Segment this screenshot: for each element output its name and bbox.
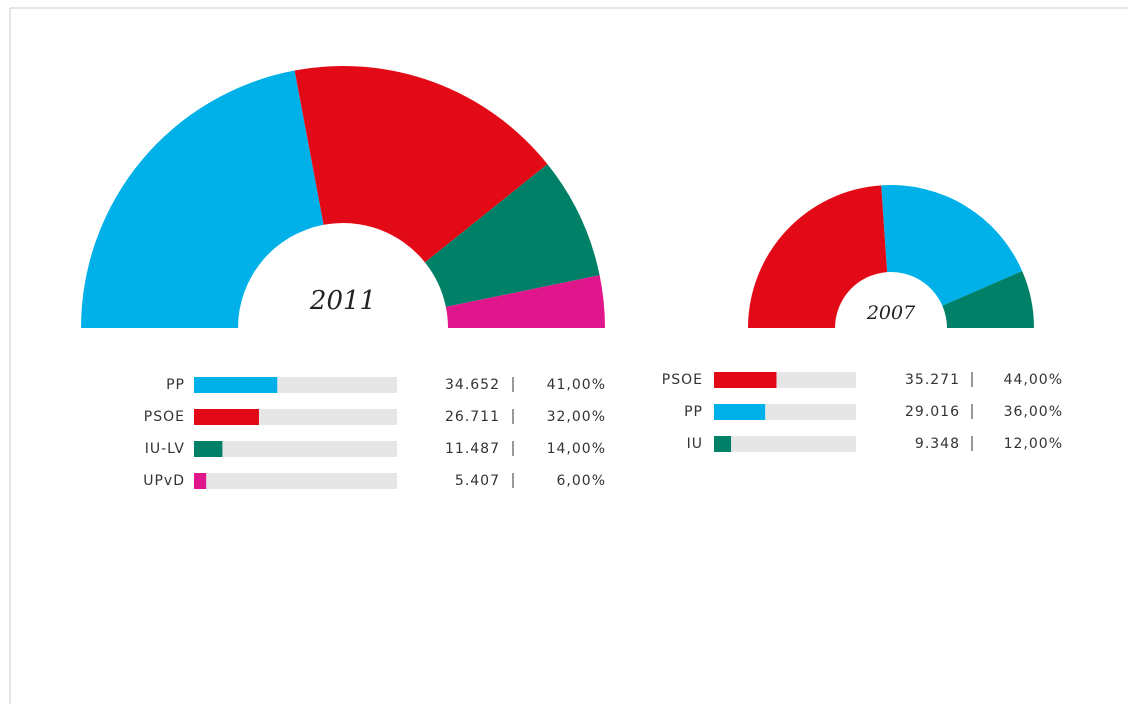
percentage: 14,00%	[547, 441, 606, 457]
chart-title: 2011	[309, 286, 376, 316]
arc-segment	[445, 275, 605, 328]
vote-count: 11.487	[445, 441, 500, 457]
percentage: 6,00%	[557, 473, 606, 489]
bar	[194, 441, 223, 457]
arc-segment	[81, 70, 324, 329]
arc-segment	[748, 185, 888, 328]
bar-track	[194, 441, 397, 457]
vote-count: 9.348	[915, 436, 960, 452]
bar	[714, 436, 732, 452]
arc-segment	[881, 185, 1023, 306]
vote-count: 29.016	[905, 404, 960, 420]
percentage: 41,00%	[547, 377, 606, 393]
arc-segment	[294, 65, 548, 263]
vote-count: 26.711	[445, 409, 500, 425]
bar-track	[714, 436, 856, 452]
party-label: PP	[166, 377, 185, 393]
party-label: IU-LV	[145, 441, 185, 457]
bar-track	[194, 473, 397, 489]
percentage: 12,00%	[1004, 436, 1063, 452]
bar	[194, 473, 207, 489]
bar	[714, 372, 777, 388]
percentage: 44,00%	[1004, 372, 1063, 388]
arc-segment	[942, 271, 1034, 328]
bar	[194, 377, 278, 393]
vote-count: 5.407	[455, 473, 500, 489]
party-label: PSOE	[662, 372, 703, 388]
bar	[714, 404, 766, 420]
chart-title: 2007	[866, 302, 916, 324]
vote-count: 35.271	[905, 372, 960, 388]
arc-segment	[424, 164, 600, 307]
percentage: 32,00%	[547, 409, 606, 425]
vote-count: 34.652	[445, 377, 500, 393]
bar	[194, 409, 259, 425]
party-label: PSOE	[144, 409, 185, 425]
party-label: IU	[687, 436, 703, 452]
percentage: 36,00%	[1004, 404, 1063, 420]
party-label: PP	[684, 404, 703, 420]
party-label: UPvD	[143, 473, 185, 489]
